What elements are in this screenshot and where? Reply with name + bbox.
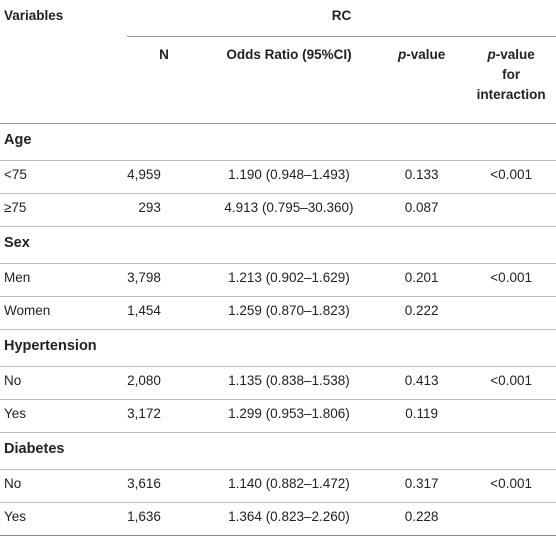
row-label: No	[0, 366, 128, 400]
rc-group-header: RC	[127, 0, 556, 37]
n-cell: 293	[127, 193, 201, 227]
section-title: Diabetes	[0, 432, 556, 470]
table-row: Women 1,454 1.259 (0.870–1.823) 0.222	[0, 296, 556, 330]
p-value-suffix: -value	[406, 47, 446, 62]
odds-ratio-cell: 4.913 (0.795–30.360)	[200, 193, 378, 227]
n-cell: 1,636	[127, 502, 201, 536]
p-value-cell: 0.201	[377, 263, 467, 297]
header-row-columns: N Odds Ratio (95%CI) p-value p-value for i…	[0, 36, 556, 124]
p-interaction-italic: p	[487, 47, 496, 62]
row-label: No	[0, 469, 128, 503]
n-cell: 1,454	[127, 296, 201, 330]
section-title: Age	[0, 123, 556, 161]
p-value-cell: 0.133	[377, 160, 467, 194]
p-interaction-line2: for	[502, 67, 521, 82]
table-row: No 2,080 1.135 (0.838–1.538) 0.413 <0.001	[0, 366, 556, 400]
p-interaction-cell	[466, 296, 556, 330]
p-interaction-cell: <0.001	[466, 263, 556, 297]
n-cell: 4,959	[127, 160, 201, 194]
section-row: Sex	[0, 226, 556, 264]
p-interaction-cell	[466, 193, 556, 227]
table-body: Age <75 4,959 1.190 (0.948–1.493) 0.133 <0.00…	[0, 123, 556, 536]
odds-ratio-cell: 1.213 (0.902–1.629)	[200, 263, 378, 297]
p-value-cell: 0.087	[377, 193, 467, 227]
section-row: Age	[0, 123, 556, 161]
row-label: Women	[0, 296, 128, 330]
n-cell: 3,172	[127, 399, 201, 433]
section-row: Hypertension	[0, 329, 556, 367]
p-value-cell: 0.228	[377, 502, 467, 536]
odds-ratio-column-header: Odds Ratio (95%CI)	[200, 36, 378, 124]
table-row: ≥75 293 4.913 (0.795–30.360) 0.087	[0, 193, 556, 227]
table-row: Men 3,798 1.213 (0.902–1.629) 0.201 <0.001	[0, 263, 556, 297]
odds-ratio-cell: 1.135 (0.838–1.538)	[200, 366, 378, 400]
section-row: Diabetes	[0, 432, 556, 470]
p-italic: p	[398, 47, 407, 62]
p-interaction-column-header: p-value for interaction	[466, 36, 556, 124]
odds-ratio-cell: 1.299 (0.953–1.806)	[200, 399, 378, 433]
odds-ratio-cell: 1.364 (0.823–2.260)	[200, 502, 378, 536]
variables-header: Variables	[4, 8, 64, 23]
n-cell: 2,080	[127, 366, 201, 400]
p-value-cell: 0.222	[377, 296, 467, 330]
p-interaction-cell: <0.001	[466, 160, 556, 194]
table-row: Yes 1,636 1.364 (0.823–2.260) 0.228	[0, 502, 556, 536]
row-label: ≥75	[0, 193, 128, 227]
p-interaction-line3: interaction	[476, 87, 546, 102]
table-row: No 3,616 1.140 (0.882–1.472) 0.317 <0.001	[0, 469, 556, 503]
row-label: Yes	[0, 502, 128, 536]
p-interaction-cell	[466, 399, 556, 433]
table-row: <75 4,959 1.190 (0.948–1.493) 0.133 <0.001	[0, 160, 556, 194]
odds-ratio-cell: 1.140 (0.882–1.472)	[200, 469, 378, 503]
n-column-header: N	[127, 36, 201, 124]
header-row-top: Variables RC	[0, 0, 556, 37]
p-value-cell: 0.317	[377, 469, 467, 503]
odds-ratio-cell: 1.259 (0.870–1.823)	[200, 296, 378, 330]
table-row: Yes 3,172 1.299 (0.953–1.806) 0.119	[0, 399, 556, 433]
odds-ratio-cell: 1.190 (0.948–1.493)	[200, 160, 378, 194]
n-cell: 3,798	[127, 263, 201, 297]
row-label: Men	[0, 263, 128, 297]
row-label: Yes	[0, 399, 128, 433]
section-title: Hypertension	[0, 329, 556, 367]
p-interaction-cell	[466, 502, 556, 536]
p-value-cell: 0.413	[377, 366, 467, 400]
p-interaction-cell: <0.001	[466, 469, 556, 503]
p-interaction-suffix: -value	[495, 47, 535, 62]
n-cell: 3,616	[127, 469, 201, 503]
p-value-cell: 0.119	[377, 399, 467, 433]
p-value-column-header: p-value	[377, 36, 467, 124]
row-label: <75	[0, 160, 128, 194]
section-title: Sex	[0, 226, 556, 264]
header-spacer	[0, 36, 128, 124]
p-interaction-cell: <0.001	[466, 366, 556, 400]
